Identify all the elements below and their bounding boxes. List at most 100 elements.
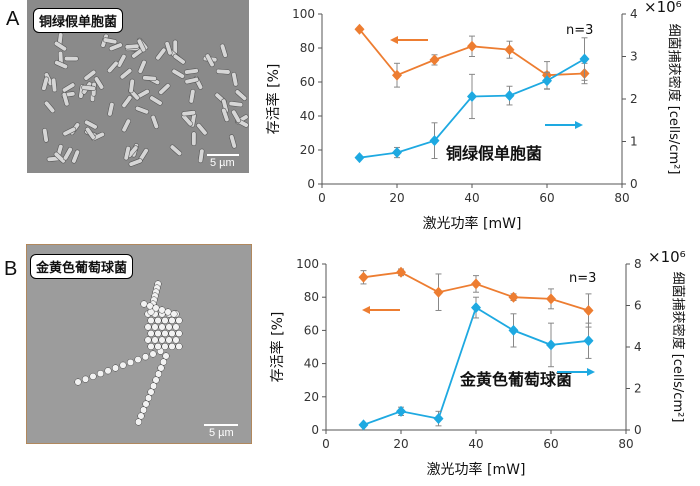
bacterium-rod <box>51 77 58 93</box>
bacterium-rod <box>171 68 185 79</box>
y-right-tick-label: 6 <box>634 299 642 313</box>
bacterium-coccus <box>157 364 165 372</box>
bacterium-rod <box>124 43 140 50</box>
bacterium-rod <box>42 128 49 143</box>
y-left-tick-label: 20 <box>304 390 319 404</box>
y-right-axis-label: 细菌捕获密度 [cells/cm²] <box>666 24 682 175</box>
capture-data-point <box>392 147 402 159</box>
bacterium-rod <box>107 102 115 117</box>
bacterium-rod <box>93 76 105 90</box>
bacterium-coccus <box>141 353 150 361</box>
bacterium-coccus <box>139 406 148 414</box>
bacterium-rod <box>62 147 73 161</box>
bacterium-coccus <box>168 316 176 325</box>
bacterium-rod <box>205 53 215 68</box>
micrograph-a: 铜绿假单胞菌 5 µm <box>27 0 249 173</box>
sample-size-annotation: n=3 <box>569 271 596 286</box>
survival-data-point <box>354 23 365 35</box>
bacterium-coccus <box>119 361 127 369</box>
bacterium-rod <box>62 126 77 137</box>
bacterium-coccus <box>151 336 159 344</box>
bacterium-rod <box>228 101 244 108</box>
bacterium-coccus <box>168 329 176 338</box>
right-axis-multiplier: ×10⁶ <box>644 0 682 16</box>
y-left-tick-label: 40 <box>304 357 319 371</box>
y-right-tick-label: 2 <box>630 92 638 106</box>
bacterium-coccus <box>126 358 135 366</box>
survival-data-point <box>471 278 481 290</box>
bacterium-coccus <box>111 364 120 372</box>
capture-data-point <box>354 152 365 164</box>
bacterium-coccus <box>152 376 160 384</box>
bacterium-coccus <box>134 356 142 364</box>
y-left-tick-label: 60 <box>304 323 319 337</box>
x-tick-label: 0 <box>318 191 326 205</box>
bacterium-coccus <box>144 323 152 331</box>
y-right-tick-label: 1 <box>630 135 638 149</box>
x-tick-label: 20 <box>393 437 408 451</box>
capture-data-point <box>546 339 556 351</box>
bacterium-coccus <box>149 350 157 358</box>
bacterium-coccus <box>165 336 173 344</box>
bacterium-rod <box>134 105 149 115</box>
bacterium-coccus <box>151 323 159 331</box>
chart-species-label: 金黄色葡萄球菌 <box>459 370 572 389</box>
bacterium-rod <box>164 41 173 56</box>
survival-data-point <box>433 286 444 298</box>
y-left-axis-label: 存活率 [%] <box>265 64 282 135</box>
right-axis-multiplier: ×10⁶ <box>648 248 686 266</box>
sample-size-annotation: n=3 <box>566 23 593 38</box>
survival-data-point <box>396 266 406 278</box>
bacterium-rod <box>85 126 96 140</box>
bacterium-rod <box>221 107 230 123</box>
bacterium-coccus <box>168 342 176 351</box>
bacterium-rod <box>53 40 67 52</box>
capture-data-point <box>467 90 477 102</box>
x-tick-label: 80 <box>614 191 629 205</box>
survival-data-point <box>429 54 440 66</box>
y-left-tick-label: 20 <box>300 143 315 157</box>
y-right-tick-label: 2 <box>634 382 642 396</box>
bacterium-coccus <box>165 323 173 331</box>
bacterium-coccus <box>74 378 82 386</box>
capture-data-point <box>358 419 369 431</box>
bacterium-rod <box>108 42 123 52</box>
bacterium-rod <box>43 100 56 114</box>
bacterium-coccus <box>161 342 169 351</box>
survival-data-point <box>583 304 594 316</box>
capture-data-point <box>433 413 444 425</box>
bacterium-coccus <box>147 329 155 338</box>
bacterium-coccus <box>159 358 168 366</box>
bacterium-rod <box>53 151 66 164</box>
capture-data-point <box>471 302 481 314</box>
bacterium-rod <box>196 122 208 136</box>
micrograph-b-scale-bar <box>204 424 238 426</box>
micrograph-b-species-label: 金黄色葡萄球菌 <box>30 254 134 279</box>
x-tick-label: 40 <box>468 437 483 451</box>
chart-species-label: 铜绿假单胞菌 <box>446 144 542 163</box>
capture-data-point <box>504 90 515 102</box>
survival-axis-arrowhead <box>390 36 398 44</box>
y-right-tick-label: 8 <box>634 257 642 271</box>
y-left-tick-label: 80 <box>300 41 315 55</box>
survival-axis-arrowhead <box>362 306 370 314</box>
bacterium-coccus <box>134 418 143 426</box>
bacterium-coccus <box>154 370 163 378</box>
bacterium-rod <box>41 76 49 91</box>
bacterium-coccus <box>170 310 178 318</box>
y-right-tick-label: 3 <box>630 50 638 64</box>
bacterium-rod <box>184 77 199 85</box>
bacterium-rod <box>149 95 163 106</box>
bacterium-rod <box>64 56 79 62</box>
bacterium-coccus <box>175 342 183 351</box>
x-tick-label: 60 <box>539 191 554 205</box>
bacterium-rod <box>107 60 119 74</box>
y-left-tick-label: 100 <box>296 257 319 271</box>
capture-data-point <box>396 405 406 417</box>
bacterium-coccus <box>162 352 170 360</box>
bacterium-rod <box>231 109 242 124</box>
survival-data-point <box>358 271 369 283</box>
bacterium-coccus <box>144 336 152 344</box>
bacterium-rod <box>62 82 76 93</box>
